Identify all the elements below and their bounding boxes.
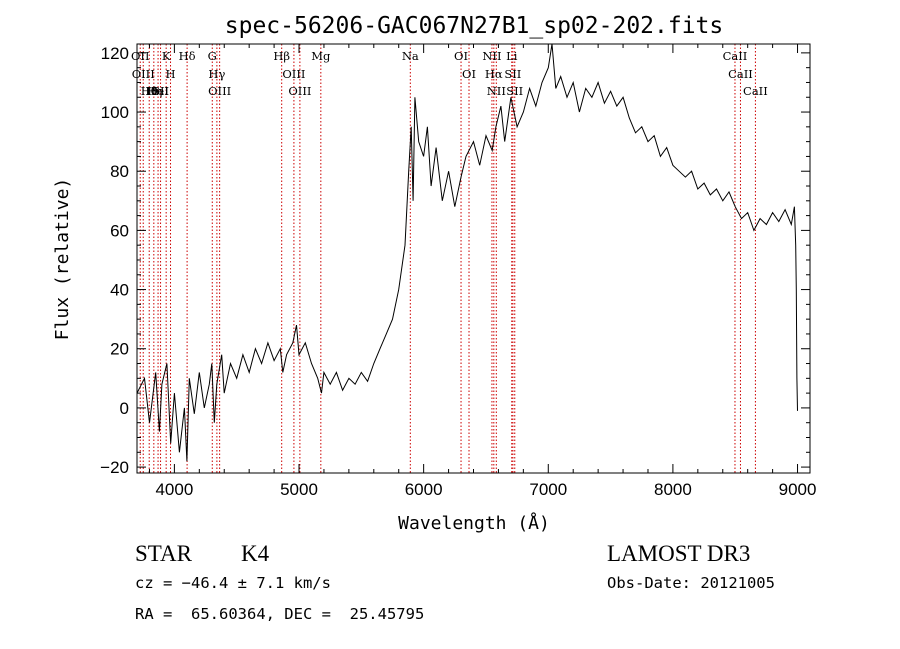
spectral-line-markers bbox=[139, 44, 756, 473]
line-label-18: OI bbox=[462, 67, 476, 81]
redshift-cz: cz = −46.4 ± 7.1 km/s bbox=[135, 574, 331, 592]
line-label-12: Hβ bbox=[273, 49, 290, 63]
line-label-15: Mg bbox=[311, 49, 331, 63]
line-label-26: CaII bbox=[728, 67, 753, 81]
y-tick-label: 20 bbox=[110, 340, 129, 359]
x-tick-label: 6000 bbox=[405, 480, 443, 499]
line-label-0: OII bbox=[131, 49, 150, 63]
object-subclass: K4 bbox=[241, 541, 270, 566]
ra-dec: RA = 65.60364, DEC = 25.45795 bbox=[135, 605, 424, 623]
line-label-2: Hθ bbox=[141, 84, 158, 98]
y-tick-label: 40 bbox=[110, 281, 129, 300]
y-axis-label: Flux (relative) bbox=[52, 178, 73, 341]
y-tick-label: 0 bbox=[120, 399, 129, 418]
line-label-19: NII bbox=[482, 49, 501, 63]
line-label-11: OIII bbox=[208, 84, 231, 98]
line-label-3: Hη bbox=[145, 84, 162, 98]
line-label-9: G bbox=[208, 49, 217, 63]
x-tick-label: 9000 bbox=[779, 480, 817, 499]
line-label-24: SII bbox=[506, 84, 523, 98]
line-label-20: Hα bbox=[485, 67, 503, 81]
chart-title: spec-56206-GAC067N27B1_sp02-202.fits bbox=[225, 13, 724, 39]
y-tick-label: 120 bbox=[101, 44, 129, 63]
y-tick-label: 100 bbox=[101, 103, 129, 122]
line-label-10: Hγ bbox=[208, 67, 225, 81]
line-label-4: HeI bbox=[147, 84, 168, 98]
observation-date: Obs-Date: 20121005 bbox=[607, 574, 775, 592]
line-label-27: CaII bbox=[743, 84, 768, 98]
x-axis-label: Wavelength (Å) bbox=[398, 512, 550, 534]
line-label-7: H bbox=[166, 67, 176, 81]
y-tick-label: −20 bbox=[100, 458, 129, 477]
axis-ticks: 4000 5000 6000 7000 8000 9000 −20 0 20 40 60 80 100 1… bbox=[100, 44, 816, 499]
x-tick-label: 5000 bbox=[280, 480, 318, 499]
plot-frame bbox=[136, 43, 811, 474]
survey-name: LAMOST DR3 bbox=[607, 541, 750, 566]
y-tick-label: 80 bbox=[110, 162, 129, 181]
x-tick-label: 7000 bbox=[529, 480, 567, 499]
line-label-22: Li bbox=[506, 49, 518, 63]
x-tick-label: 8000 bbox=[654, 480, 692, 499]
line-label-16: Na bbox=[402, 49, 419, 63]
line-label-8: Hδ bbox=[179, 49, 196, 63]
line-label-25: CaII bbox=[723, 49, 748, 63]
line-label-5: SII bbox=[152, 84, 169, 98]
line-label-13: OIII bbox=[282, 67, 305, 81]
spectrum-line bbox=[136, 43, 798, 462]
line-label-14: OIII bbox=[288, 84, 311, 98]
line-label-21: NII bbox=[487, 84, 506, 98]
y-tick-label: 60 bbox=[110, 221, 129, 240]
x-tick-label: 4000 bbox=[155, 480, 193, 499]
line-label-17: OI bbox=[454, 49, 468, 63]
line-label-6: K bbox=[162, 49, 171, 63]
line-label-23: SII bbox=[504, 67, 521, 81]
object-class: STAR bbox=[135, 541, 193, 566]
line-label-1: OIII bbox=[132, 67, 155, 81]
